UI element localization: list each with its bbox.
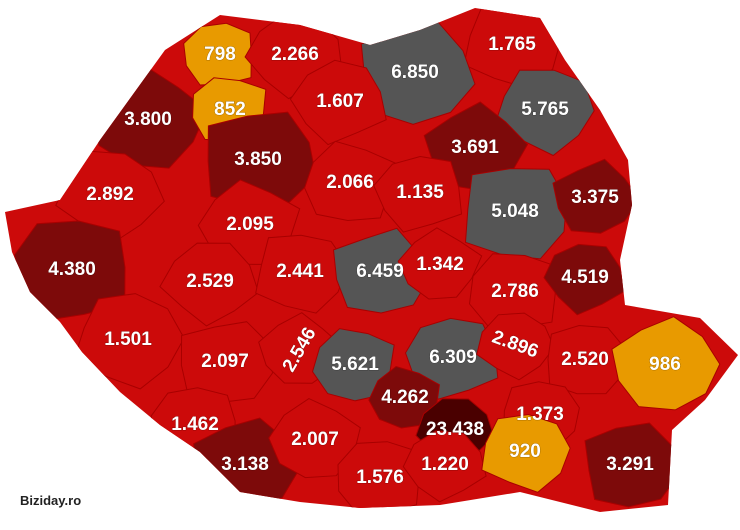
county — [55, 150, 165, 244]
county-label: 2.892 — [86, 184, 134, 205]
county — [332, 227, 430, 314]
county — [494, 69, 595, 157]
county — [611, 316, 721, 411]
county-label: 3.850 — [234, 149, 282, 170]
county-label: 798 — [204, 44, 236, 65]
regions — [13, 8, 721, 512]
county — [311, 328, 395, 402]
county-label: 6.459 — [356, 261, 404, 282]
county-label: 2.007 — [291, 429, 339, 450]
county-label: 5.765 — [521, 99, 569, 120]
county — [584, 422, 680, 508]
county-label: 1.373 — [516, 404, 564, 425]
county-label: 1.501 — [104, 329, 152, 350]
county-label: 4.262 — [381, 387, 429, 408]
county-label: 4.380 — [48, 259, 96, 280]
county-label: 3.291 — [606, 454, 654, 475]
county-label: 2.786 — [491, 281, 539, 302]
county — [547, 324, 626, 395]
county-label: 852 — [214, 99, 246, 120]
county-label: 2.097 — [201, 351, 249, 372]
county-label: 920 — [509, 441, 541, 462]
county-label: 3.375 — [571, 187, 619, 208]
county-label: 2.066 — [326, 172, 374, 193]
county-label: 2.266 — [271, 44, 319, 65]
county — [159, 242, 260, 327]
county — [402, 430, 487, 503]
county — [397, 227, 483, 300]
county-label: 5.621 — [331, 354, 379, 375]
credit: Biziday.ro — [20, 493, 81, 508]
county — [481, 413, 571, 493]
county — [373, 155, 463, 233]
county-label: 4.519 — [561, 267, 609, 288]
county-label: 3.691 — [451, 137, 499, 158]
county — [476, 312, 555, 381]
county-label: 1.342 — [416, 254, 464, 275]
county-label: 2.520 — [561, 349, 609, 370]
county-label: 6.309 — [429, 347, 477, 368]
county-label: 23.438 — [426, 419, 484, 440]
county-label: 2.529 — [186, 271, 234, 292]
county-label: 1.765 — [488, 34, 536, 55]
county-label: 3.138 — [221, 454, 269, 475]
county-label: 5.048 — [491, 201, 539, 222]
county-label: 1.135 — [396, 182, 444, 203]
county-label: 1.462 — [171, 414, 219, 435]
county-label: 2.095 — [226, 214, 274, 235]
county — [289, 59, 387, 146]
county-label: 1.607 — [316, 91, 364, 112]
county — [268, 398, 361, 479]
county-label: 986 — [649, 354, 681, 375]
county — [337, 441, 420, 512]
county-label: 6.850 — [391, 62, 439, 83]
county — [73, 293, 185, 390]
county-label: 2.441 — [276, 261, 324, 282]
county-label: 1.576 — [356, 467, 404, 488]
county-label: 3.800 — [124, 109, 172, 130]
county-label: 1.220 — [421, 454, 469, 475]
county — [207, 111, 317, 207]
